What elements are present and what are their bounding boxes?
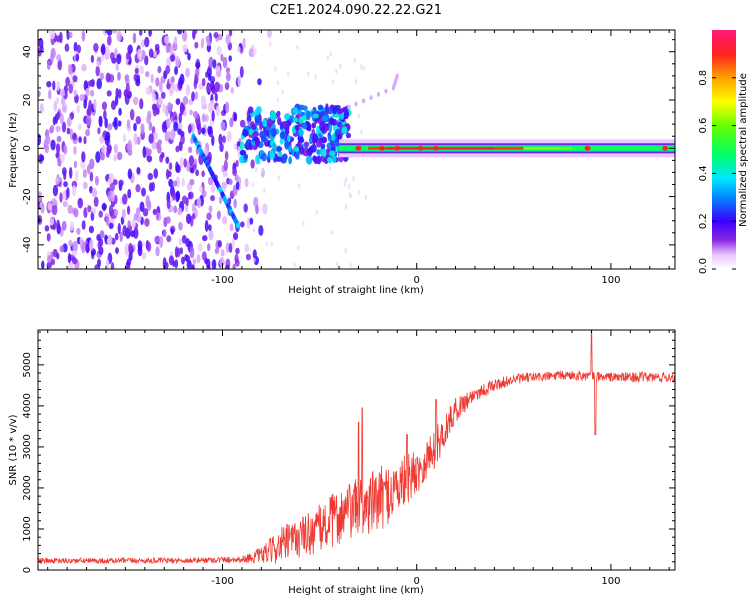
x-tick-label: -100	[211, 576, 234, 587]
y-tick-label: 1000	[22, 516, 33, 541]
colorbar-tick-label: 0.0	[698, 258, 709, 274]
colorbar-tick-label: 0.8	[698, 70, 709, 86]
x-tick-label: -100	[211, 275, 234, 286]
x-tick-label: 100	[601, 275, 620, 286]
spectrogram-ylabel: Frequency (Hz)	[8, 112, 19, 188]
colorbar-label: Normalized spectral amplitude	[738, 73, 749, 227]
y-tick-label: 40	[22, 45, 33, 58]
y-tick-label: 20	[22, 94, 33, 107]
y-tick-label: 0	[22, 567, 33, 573]
x-tick-label: 100	[601, 576, 620, 587]
x-tick-label: 0	[414, 576, 420, 587]
spectrogram-frame	[37, 29, 676, 270]
x-tick-label: 0	[414, 275, 420, 286]
spectrogram-ticks: -100 0 100 -40 -20 0 20 40	[22, 30, 675, 286]
y-tick-label: 3000	[22, 434, 33, 459]
y-tick-label: -20	[22, 188, 33, 204]
y-tick-label: 2000	[22, 475, 33, 500]
spectrogram-panel: -100 0 100 -40 -20 0 20 40 Height of straight l…	[8, 29, 676, 296]
colorbar-tick-label: 0.4	[698, 165, 709, 181]
y-tick-label: 0	[22, 145, 33, 151]
snr-ylabel: SNR (10 * v/v)	[8, 414, 19, 485]
snr-series-line	[38, 330, 675, 565]
colorbar-tick-label: 0.6	[698, 118, 709, 134]
snr-xlabel: Height of straight line (km)	[288, 585, 424, 596]
spectrogram-xlabel: Height of straight line (km)	[288, 285, 424, 296]
colorbar-gradient	[712, 30, 736, 269]
y-tick-label: 5000	[22, 352, 33, 377]
colorbar-ticks: 0.0 0.2 0.4 0.6 0.8	[698, 70, 736, 274]
y-tick-label: -40	[22, 237, 33, 253]
figure-title: C2E1.2024.090.22.22.G21	[270, 3, 442, 18]
y-tick-label: 4000	[22, 393, 33, 418]
snr-frame	[37, 329, 676, 571]
spectrogram-image	[38, 30, 675, 269]
colorbar-tick-label: 0.2	[698, 213, 709, 229]
colorbar: 0.0 0.2 0.4 0.6 0.8 Normalized spectral ampl…	[698, 30, 749, 274]
